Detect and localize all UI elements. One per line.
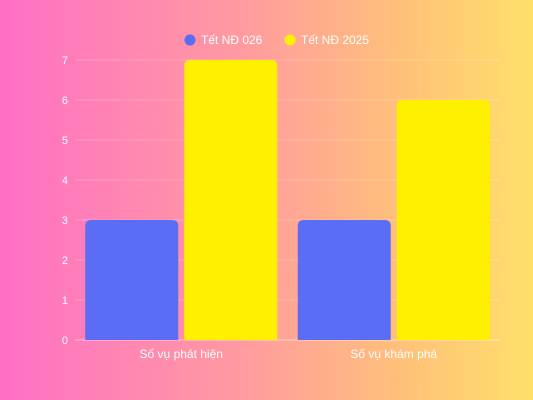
- legend-label: Tết NĐ 2025: [301, 33, 369, 47]
- bars: [85, 60, 490, 340]
- bar: [297, 220, 391, 340]
- bar: [184, 60, 278, 340]
- y-tick-label: 0: [62, 335, 68, 347]
- y-axis-ticks: 0 1 2 3 4 5 6 7: [62, 55, 68, 347]
- y-tick-label: 7: [62, 55, 68, 67]
- legend-swatch: [284, 34, 296, 46]
- x-category-label: Số vụ phát hiện: [140, 347, 223, 361]
- y-tick-label: 1: [62, 295, 68, 307]
- y-tick-label: 6: [62, 95, 68, 107]
- y-tick-label: 5: [62, 135, 68, 147]
- bar: [85, 220, 179, 340]
- x-category-label: Số vụ khám phá: [350, 347, 437, 361]
- x-axis-labels: Số vụ phát hiện Số vụ khám phá: [140, 347, 438, 361]
- y-tick-label: 2: [62, 255, 68, 267]
- legend-label: Tết NĐ 026: [201, 33, 263, 47]
- y-tick-label: 4: [62, 175, 68, 187]
- y-tick-label: 3: [62, 215, 68, 227]
- legend: Tết NĐ 026 Tết NĐ 2025: [184, 33, 369, 47]
- bar: [396, 100, 490, 340]
- legend-swatch: [184, 34, 196, 46]
